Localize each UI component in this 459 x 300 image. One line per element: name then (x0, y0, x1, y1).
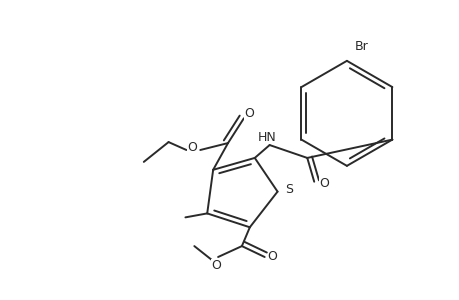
Text: O: O (319, 177, 328, 190)
Text: S: S (285, 183, 293, 196)
Text: O: O (187, 140, 197, 154)
Text: HN: HN (257, 130, 275, 144)
Text: Br: Br (354, 40, 368, 53)
Text: O: O (211, 260, 221, 272)
Text: O: O (243, 107, 253, 120)
Text: O: O (267, 250, 277, 263)
